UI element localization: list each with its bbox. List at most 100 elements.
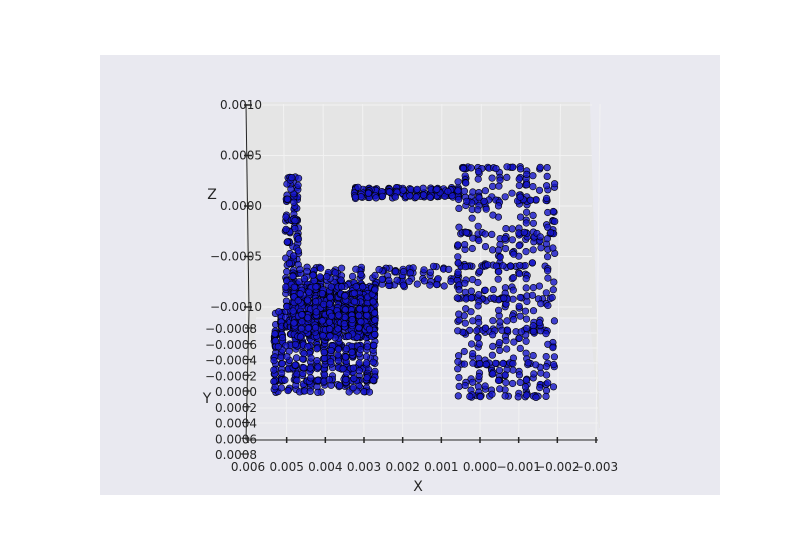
scatter-point: [317, 264, 325, 272]
scatter-point: [549, 344, 557, 352]
scatter-point: [413, 280, 421, 288]
scatter-point: [500, 294, 508, 302]
scatter-point: [454, 365, 462, 373]
scatter-point: [364, 189, 373, 197]
scatter-point: [544, 223, 552, 231]
scatter-point: [476, 393, 485, 401]
scatter-point: [297, 324, 306, 333]
scatter-point: [363, 343, 371, 351]
scatter-point: [501, 392, 509, 400]
scatter-point: [517, 328, 525, 336]
scatter-point: [499, 359, 507, 368]
scatter-point: [521, 383, 530, 391]
scatter-point: [323, 273, 331, 281]
scatter-point: [515, 242, 523, 250]
scatter-point: [467, 287, 476, 295]
scatter-point: [294, 181, 302, 189]
scatter-point: [482, 324, 490, 332]
x-tick-label: 0.002: [385, 460, 419, 474]
scatter-point: [270, 357, 278, 365]
z-tick-label: −0.0010: [210, 300, 262, 314]
scatter-point: [460, 360, 469, 368]
scatter-point: [502, 379, 510, 387]
scatter-point: [549, 207, 557, 216]
scatter-point: [495, 182, 503, 190]
scatter-point: [529, 307, 538, 315]
scatter-point: [475, 291, 483, 299]
scatter-point: [304, 343, 312, 351]
axis-ticks: 0.006 0.005 0.004 0.003 0.002 0.001 0.000 −0.00…: [205, 98, 618, 474]
scatter-point: [334, 345, 343, 353]
y-tick-label: −0.0004: [205, 354, 257, 368]
scatter-point: [468, 340, 476, 348]
scatter-point: [337, 276, 345, 284]
scatter-point: [494, 376, 503, 385]
scatter-point: [524, 359, 532, 367]
scatter-point: [314, 376, 322, 384]
scatter-point: [550, 353, 559, 361]
scatter-point: [312, 324, 320, 332]
scatter-point: [489, 342, 497, 351]
scatter-point: [516, 312, 524, 320]
scatter-point: [313, 345, 321, 353]
scatter-point: [306, 364, 314, 372]
scatter-point: [492, 165, 500, 173]
scatter-point: [350, 289, 358, 297]
scatter-point: [345, 388, 353, 396]
scatter-point: [303, 267, 311, 275]
scatter-point: [536, 163, 544, 171]
scatter-point: [469, 359, 477, 367]
scatter-point: [283, 195, 292, 203]
scatter-point: [334, 325, 342, 333]
x-tick-label: −0.001: [496, 460, 540, 474]
scatter-point: [522, 337, 530, 345]
scatter-point: [515, 334, 523, 342]
scatter-point: [289, 272, 297, 280]
scatter-point: [542, 194, 551, 202]
scatter-point: [481, 230, 489, 238]
scatter-point: [341, 313, 349, 321]
scatter-point: [506, 262, 515, 270]
scatter-point: [291, 340, 300, 349]
scatter-point: [522, 248, 530, 256]
scatter-point: [475, 372, 483, 381]
scatter-point: [290, 283, 299, 291]
scatter-point: [283, 353, 291, 361]
y-tick-label: −0.0008: [205, 322, 257, 336]
scatter-point: [290, 252, 298, 260]
scatter-point: [339, 365, 347, 373]
scatter-point: [342, 353, 350, 361]
scatter-point: [481, 187, 490, 195]
scatter-point: [454, 187, 462, 195]
scatter-point: [326, 293, 334, 302]
scatter-point: [306, 387, 314, 396]
scatter-point: [476, 267, 484, 276]
scatter-point: [281, 376, 289, 384]
scatter-point: [331, 269, 339, 277]
scatter-point: [357, 318, 365, 326]
scatter-point: [515, 270, 524, 278]
scatter-point: [355, 311, 363, 320]
scatter-point: [495, 339, 504, 347]
scatter-point: [275, 308, 283, 316]
scatter-point: [455, 204, 463, 212]
x-tick-label: 0.004: [308, 460, 342, 474]
scatter-point: [467, 308, 475, 316]
scatter-point: [363, 311, 371, 319]
scatter-point: [274, 343, 282, 351]
z-tick-label: 0.0000: [220, 199, 262, 213]
scatter-point: [307, 354, 315, 362]
scatter-point: [440, 282, 448, 290]
scatter-point: [342, 375, 350, 384]
scatter-point: [454, 392, 462, 400]
scatter-point: [349, 384, 357, 392]
scatter-point: [462, 179, 470, 187]
scatter-point: [508, 379, 517, 388]
scatter-point: [305, 288, 313, 296]
scatter-point: [318, 317, 326, 325]
scatter-point: [375, 265, 383, 274]
x-tick-label: −0.003: [574, 460, 618, 474]
scatter-point: [474, 334, 482, 342]
x-tick-label: 0.005: [269, 460, 303, 474]
scatter-point: [365, 388, 374, 396]
